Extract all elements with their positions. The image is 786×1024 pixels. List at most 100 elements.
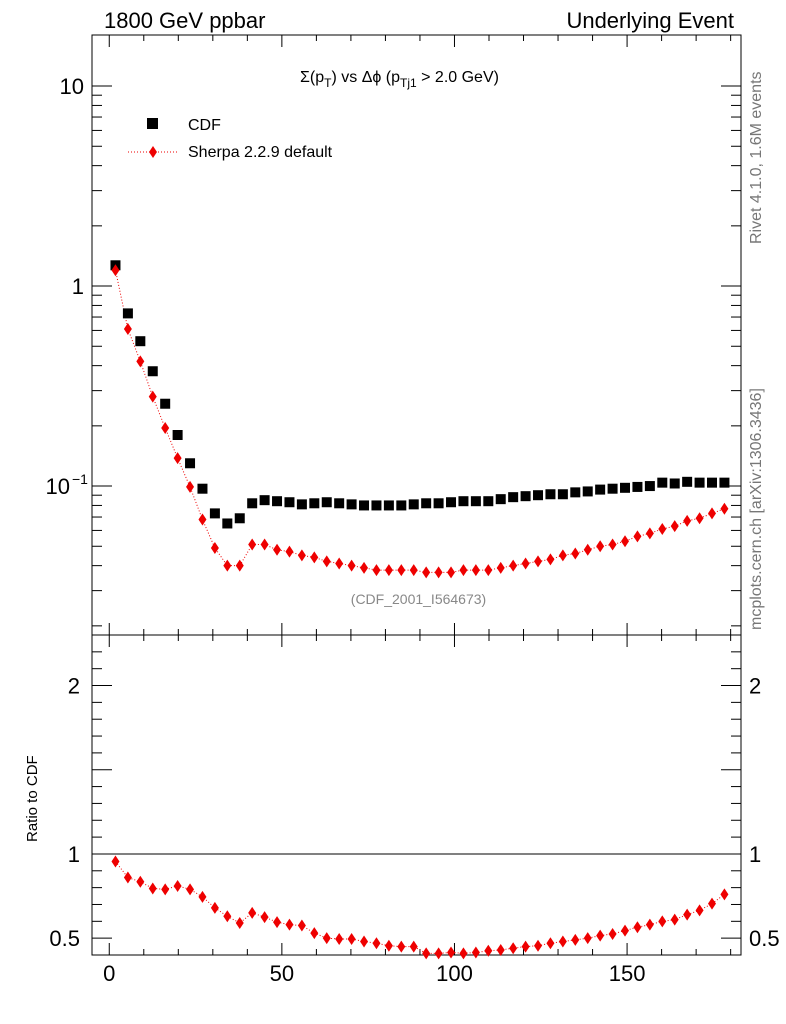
cdf-point	[383, 500, 394, 511]
cdf-point	[557, 489, 568, 500]
title-part: Tj1	[400, 76, 417, 90]
ratio-point	[521, 940, 530, 953]
mc-point	[223, 559, 232, 572]
x-tick-label: 100	[436, 961, 473, 986]
mc-point	[521, 557, 530, 570]
mc-point	[496, 561, 505, 574]
cdf-point	[309, 498, 320, 509]
ratio-point	[397, 940, 406, 953]
ratio-point	[621, 924, 630, 937]
title-part: ) vs Δϕ (p	[331, 69, 400, 86]
cdf-point	[296, 499, 307, 510]
mc-point	[136, 355, 145, 368]
cdf-point	[433, 498, 444, 509]
cdf-point	[359, 500, 370, 511]
mc-point	[708, 507, 717, 520]
x-tick-label: 50	[270, 961, 294, 986]
mc-point	[161, 422, 170, 435]
cdf-point	[533, 490, 544, 501]
rivet-label: Rivet 4.1.0, 1.6M events	[748, 71, 765, 244]
ratio-point	[596, 929, 605, 942]
cdf-point	[719, 477, 730, 488]
ratio-point	[248, 906, 257, 919]
mc-point	[123, 322, 132, 335]
mc-line	[114, 270, 725, 573]
mc-point	[210, 542, 219, 555]
ratio-point	[198, 890, 207, 903]
ratio-point	[447, 946, 456, 959]
cdf-point	[421, 498, 432, 509]
ratio-y-tick-label: 2	[68, 674, 80, 699]
cdf-point	[222, 518, 233, 529]
cdf-point	[458, 496, 469, 507]
ratio-point	[558, 935, 567, 948]
cdf-point	[595, 484, 606, 495]
cdf-point	[620, 482, 631, 493]
cdf-point	[707, 477, 718, 488]
mc-point	[297, 549, 306, 562]
ratio-point	[372, 937, 381, 950]
plot-title: Σ(pT) vs Δϕ (pTj1 > 2.0 GeV)	[300, 69, 499, 90]
cdf-point	[334, 498, 345, 509]
ratio-y-tick-label-right: 0.5	[749, 926, 780, 951]
legend-cdf-marker	[147, 118, 158, 129]
ratio-point	[434, 947, 443, 960]
ratio-point	[496, 943, 505, 956]
title-part: T	[324, 76, 332, 90]
mc-point	[621, 535, 630, 548]
mc-point	[372, 564, 381, 577]
mc-point	[645, 527, 654, 540]
ratio-point	[148, 882, 157, 895]
cdf-point	[321, 497, 332, 508]
cdf-point	[172, 430, 183, 440]
ratio-point	[633, 921, 642, 934]
ratio-point	[484, 944, 493, 957]
ratio-point	[720, 888, 729, 901]
cdf-point	[160, 398, 171, 409]
ratio-point	[335, 933, 344, 945]
ratio-ylabel: Ratio to CDF	[24, 755, 41, 842]
x-tick-label: 0	[103, 961, 115, 986]
y-tick-exponent: −1	[72, 471, 88, 487]
mc-point	[447, 566, 456, 579]
cdf-point	[669, 478, 680, 489]
ratio-point	[546, 937, 555, 950]
mc-point	[534, 555, 543, 568]
mc-point	[596, 540, 605, 553]
cdf-point	[371, 500, 382, 511]
cdf-point	[644, 481, 655, 492]
cdf-point	[607, 483, 618, 494]
mc-point	[235, 559, 244, 572]
cdf-point	[147, 366, 158, 377]
ratio-y-tick-label: 0.5	[49, 926, 80, 951]
cdf-point	[122, 308, 133, 319]
cdf-point	[408, 499, 419, 510]
mc-point	[670, 520, 679, 533]
ratio-line	[115, 861, 725, 954]
ratio-plot-axes: 0 50 100 150 0.5 0.5 1 1 2 2	[49, 634, 780, 986]
y-tick-label: 1	[72, 274, 84, 299]
ratio-point	[683, 908, 692, 921]
mc-point	[335, 557, 344, 570]
mc-point	[459, 564, 468, 577]
mc-point	[546, 553, 555, 566]
mc-point	[273, 543, 282, 556]
cdf-point	[570, 487, 581, 498]
header-right: Underlying Event	[566, 8, 734, 33]
ratio-y-tick-label: 1	[68, 842, 80, 867]
ratio-point	[173, 879, 182, 892]
title-part: > 2.0 GeV)	[417, 69, 499, 86]
ratio-point	[645, 918, 654, 931]
mc-point	[397, 564, 406, 577]
mc-point	[111, 264, 120, 277]
cdf-point	[483, 496, 494, 507]
ratio-point	[273, 916, 282, 929]
ratio-point	[708, 897, 717, 910]
mc-point	[695, 512, 704, 525]
ratio-point	[670, 913, 679, 926]
cdf-point	[632, 481, 643, 492]
cdf-point	[682, 476, 693, 487]
mc-point	[186, 480, 195, 493]
cdf-point	[520, 491, 531, 502]
